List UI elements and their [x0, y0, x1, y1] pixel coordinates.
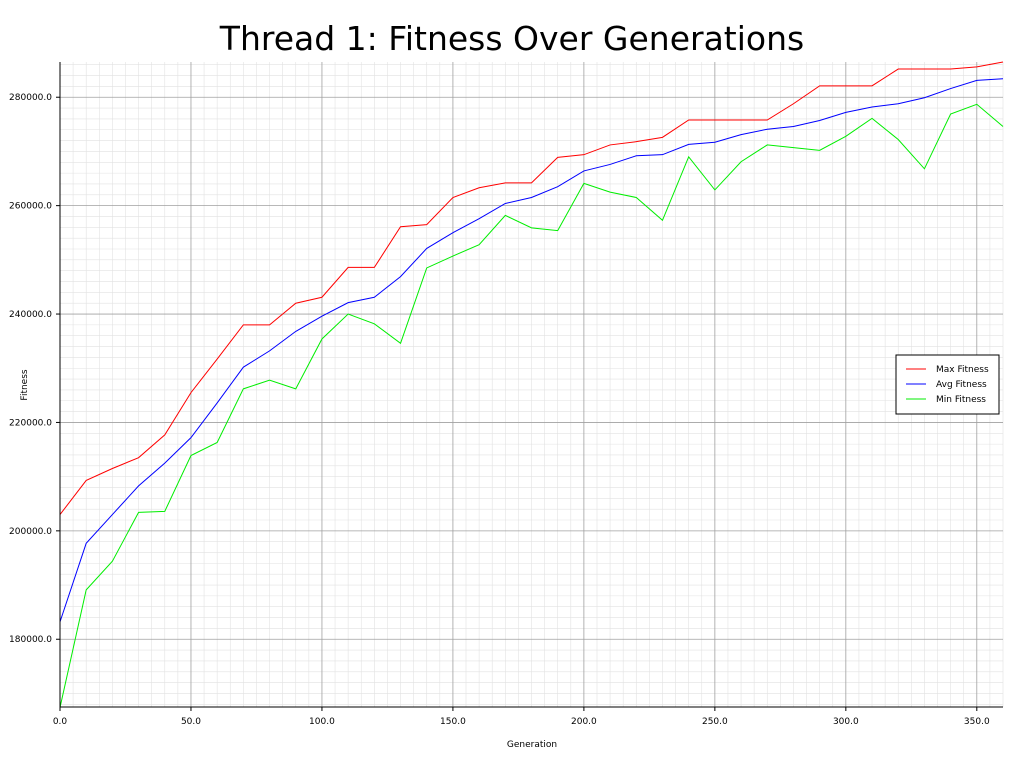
y-tick-label: 180000.0 — [9, 635, 52, 645]
y-tick-label: 220000.0 — [9, 418, 52, 428]
y-tick-label: 280000.0 — [9, 93, 52, 103]
series-line-max-fitness — [59, 61, 1004, 515]
x-tick-label: 250.0 — [702, 717, 728, 727]
legend-label-max-fitness: Max Fitness — [936, 365, 989, 375]
x-axis-ticks: 0.0 50.0 100.0 150.0 200.0 250.0 300.0 350.0 — [53, 707, 990, 727]
x-tick-label: 100.0 — [309, 717, 335, 727]
legend: Max Fitness Avg Fitness Min Fitness — [895, 354, 1000, 415]
series-line-min-fitness — [59, 103, 1004, 708]
y-tick-label: 240000.0 — [9, 310, 52, 320]
y-tick-label: 200000.0 — [9, 527, 52, 537]
x-tick-label: 0.0 — [53, 717, 68, 727]
x-tick-label: 50.0 — [181, 717, 201, 727]
chart-title: Thread 1: Fitness Over Generations — [219, 19, 804, 58]
x-tick-label: 200.0 — [571, 717, 597, 727]
x-axis-label: Generation — [507, 740, 557, 750]
x-tick-label: 300.0 — [833, 717, 859, 727]
series-line-avg-fitness — [59, 78, 1004, 623]
legend-label-avg-fitness: Avg Fitness — [936, 380, 987, 390]
minor-grid — [60, 62, 1004, 707]
y-axis-label: Fitness — [20, 369, 30, 400]
y-axis-ticks: 180000.0 200000.0 220000.0 240000.0 260000.0… — [9, 93, 60, 645]
x-tick-label: 150.0 — [440, 717, 466, 727]
x-tick-label: 350.0 — [964, 717, 990, 727]
series-layer — [59, 61, 1004, 708]
y-tick-label: 260000.0 — [9, 202, 52, 212]
legend-label-min-fitness: Min Fitness — [936, 395, 986, 405]
